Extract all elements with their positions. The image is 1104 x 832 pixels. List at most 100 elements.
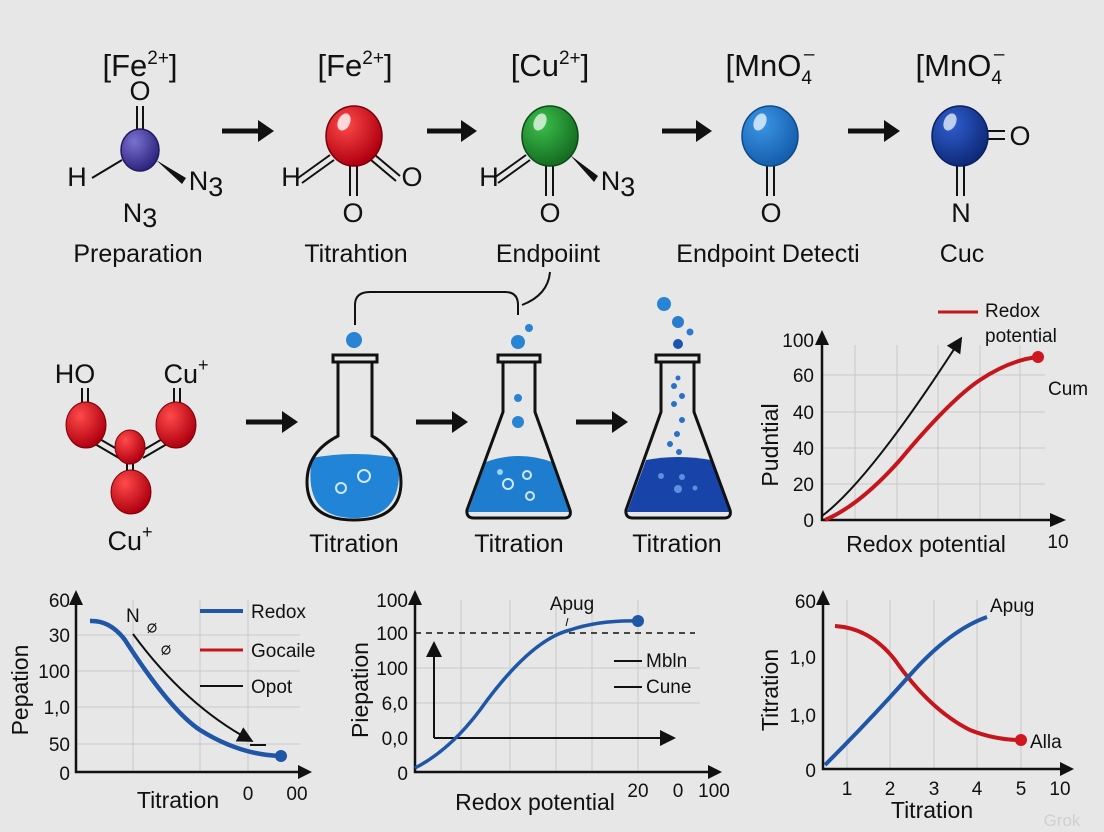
annotation: Apug xyxy=(550,594,594,615)
y-tick: 1,0 xyxy=(44,698,70,719)
step-label: Endpoint Detecti xyxy=(676,240,859,268)
chart-bottom-mid: 100 100 100 6,0 0,0 0 Piepation Redox po… xyxy=(347,590,730,815)
red-atom-ball xyxy=(65,401,107,449)
dark-blue-atom-ball xyxy=(931,105,989,167)
x-axis-label: Titration xyxy=(891,797,973,823)
atom-cu: Cu+ xyxy=(163,355,208,389)
watermark-logo: Grok xyxy=(1044,811,1081,830)
x-tick: 0 xyxy=(243,784,254,805)
x-tick: 0 xyxy=(673,781,684,802)
black-trend-arrow xyxy=(821,336,963,517)
legend-label: Cune xyxy=(646,677,691,698)
annotation: N xyxy=(126,606,140,627)
x-tick: 20 xyxy=(627,781,648,802)
flask-label: Titration xyxy=(632,530,721,558)
step-label: Cuc xyxy=(940,240,984,268)
ion-header: [Fe2+] xyxy=(317,48,392,83)
atom-o: O xyxy=(342,198,363,228)
y-tick: 100 xyxy=(376,624,408,645)
flask-label: Titration xyxy=(474,530,563,558)
step-5: [MnO4– O N Cuc xyxy=(916,44,1031,268)
step-label: Endpoiint xyxy=(496,240,600,268)
chart-top-right: 100 60 40 40 20 0 Pudntial Redox potenti… xyxy=(757,301,1088,557)
red-atom-ball xyxy=(155,401,197,449)
atom-o: O xyxy=(539,198,560,228)
atom-o: O xyxy=(1009,121,1030,151)
atom-o: O xyxy=(401,162,422,192)
erlenmeyer-flask-dark: Titration xyxy=(624,297,732,558)
red-atom-ball xyxy=(325,105,383,167)
x-tick: 3 xyxy=(929,779,940,800)
blue-series-line xyxy=(823,615,988,767)
x-axis-label: Redox potential xyxy=(455,789,615,815)
y-tick: 0 xyxy=(397,764,408,785)
black-trend-arrow xyxy=(132,633,254,742)
y-tick: 100 xyxy=(38,662,70,683)
ion-header: [MnO4– xyxy=(916,44,1005,89)
step-3-endpoint: [Cu2+] H N3 O Endpoiint xyxy=(479,48,635,268)
legend-label: Redox xyxy=(251,602,306,623)
legend-label: Redox xyxy=(985,301,1040,322)
y-axis-label: Pudntial xyxy=(757,403,783,486)
x-tick: 2 xyxy=(885,779,896,800)
atom-o: O xyxy=(129,76,150,106)
y-tick: 100 xyxy=(376,591,408,612)
y-tick: 60 xyxy=(795,592,816,613)
flask-label: Titration xyxy=(309,530,398,558)
atom-ho: HO xyxy=(55,359,96,389)
x-tick: 00 xyxy=(286,784,307,805)
y-tick: 1,0 xyxy=(790,706,816,727)
red-atom-ball xyxy=(114,429,146,465)
blue-series-line xyxy=(89,618,282,759)
atom-n3-bottom: N3 xyxy=(123,198,158,233)
legend-label: potential xyxy=(985,326,1057,347)
x-tick: 10 xyxy=(1049,779,1070,800)
red-series-line xyxy=(824,355,1039,522)
y-tick: 40 xyxy=(793,403,814,424)
y-axis-label: Pepation xyxy=(7,645,33,736)
atom-n3: N3 xyxy=(601,166,636,202)
atom-cu-bottom: Cu+ xyxy=(107,522,152,556)
step-4-endpoint-detection: [MnO4– O Endpoint Detecti xyxy=(676,44,859,268)
y-tick: 0 xyxy=(805,761,816,782)
ion-header: [MnO4– xyxy=(726,44,815,89)
series-endpoint xyxy=(1032,351,1044,363)
atom-h: H xyxy=(479,162,499,192)
x-axis-label: Redox potential xyxy=(846,531,1006,557)
step-2-titration: [Fe2+] H O O Titrahtion xyxy=(281,48,422,268)
y-tick: 100 xyxy=(376,659,408,680)
legend-label: Opot xyxy=(251,677,293,698)
step-label: Titrahtion xyxy=(304,240,407,268)
x-tick: 4 xyxy=(972,779,983,800)
atom-n: N xyxy=(951,198,971,228)
erlenmeyer-flask: Titration xyxy=(465,324,572,558)
red-series-line xyxy=(834,624,1022,742)
atom-h: H xyxy=(281,162,301,192)
y-tick: 1,0 xyxy=(790,648,816,669)
y-tick: 0,0 xyxy=(382,729,408,750)
atom-n3: N3 xyxy=(189,166,224,202)
y-tick: 0 xyxy=(803,511,814,532)
x-tick: 100 xyxy=(698,781,730,802)
step-1-preparation: [Fe2+] O H N3 N3 Preparation xyxy=(67,48,223,268)
annotation: Apug xyxy=(990,596,1034,617)
chart-bottom-left: 60 30 100 1,0 50 0 Pepation Titration 0 … xyxy=(7,590,315,813)
atom-h: H xyxy=(67,162,87,192)
legend-label: Mbln xyxy=(646,651,687,672)
x-tick: 5 xyxy=(1016,779,1027,800)
y-tick: 100 xyxy=(782,331,814,352)
connector-line xyxy=(354,291,519,325)
ion-header: [Fe2+] xyxy=(102,48,177,83)
blue-series-line xyxy=(414,619,639,770)
x-tick: 10 xyxy=(1047,532,1068,553)
series-endpoint xyxy=(1015,734,1027,746)
ion-header: [Cu2+] xyxy=(511,48,590,83)
legend-label: Gocaile xyxy=(251,641,315,662)
annotation: Alla xyxy=(1030,732,1062,753)
purple-atom-ball xyxy=(120,128,160,172)
chart-bottom-right: 60 1,0 1,0 0 1 2 3 4 5 10 Titration Titr… xyxy=(757,590,1074,823)
y-axis-label: Piepation xyxy=(347,642,373,738)
y-tick: 20 xyxy=(793,475,814,496)
y-tick: 60 xyxy=(49,591,70,612)
